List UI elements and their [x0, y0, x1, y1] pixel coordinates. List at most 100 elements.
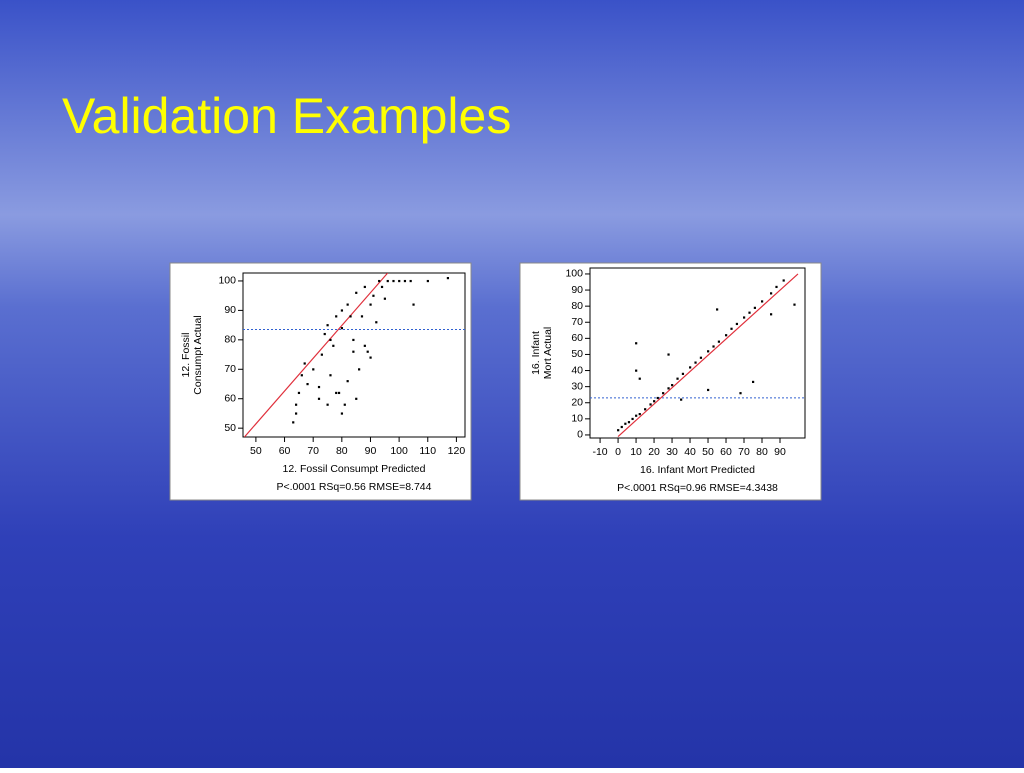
data-point — [769, 313, 773, 316]
data-point — [320, 353, 323, 356]
x-tick-label: 50 — [702, 446, 714, 458]
x-tick-label: 30 — [666, 446, 678, 458]
data-point — [689, 366, 692, 369]
data-point — [346, 380, 349, 383]
x-tick-label: 60 — [720, 446, 732, 458]
data-point — [326, 403, 329, 406]
y-tick-label: 80 — [224, 334, 236, 346]
data-point — [782, 279, 785, 282]
data-point — [752, 380, 755, 384]
x-tick-label: -10 — [592, 446, 607, 458]
data-point — [340, 412, 344, 415]
x-tick-label: 90 — [774, 446, 786, 458]
data-point — [631, 417, 634, 421]
data-point — [409, 279, 412, 283]
data-point — [412, 303, 415, 306]
y-axis-label: 16. Infant — [530, 331, 542, 375]
data-point — [326, 324, 329, 327]
data-point — [398, 279, 401, 283]
data-point — [297, 391, 301, 395]
data-point — [375, 321, 378, 324]
data-point — [352, 350, 355, 353]
data-point — [340, 309, 344, 312]
x-tick-label: 40 — [684, 446, 696, 458]
data-point — [707, 350, 710, 353]
data-point — [735, 322, 739, 326]
data-point — [335, 391, 338, 395]
data-point — [707, 388, 710, 392]
data-point — [363, 285, 366, 289]
data-point — [793, 303, 796, 306]
plot-frame — [589, 267, 806, 439]
data-point — [699, 356, 703, 359]
x-tick-label: 60 — [279, 445, 291, 457]
data-point — [335, 315, 338, 318]
x-tick-label: 70 — [307, 445, 319, 457]
fit-statistics: P<.0001 RSq=0.96 RMSE=4.3438 — [617, 482, 778, 494]
y-tick-label: 90 — [571, 284, 583, 296]
data-point — [638, 413, 641, 416]
data-point — [426, 279, 429, 283]
data-point — [753, 306, 757, 309]
data-point — [676, 377, 679, 380]
data-point — [739, 392, 742, 395]
data-point — [306, 383, 309, 386]
data-point — [346, 303, 349, 306]
y-tick-label: 100 — [218, 275, 236, 287]
data-point — [725, 334, 728, 337]
data-point — [343, 403, 346, 406]
x-tick-label: 10 — [630, 446, 642, 458]
data-point — [761, 300, 764, 303]
y-axis-label: Consumpt Actual — [192, 315, 204, 394]
data-point — [340, 327, 344, 330]
data-point — [337, 391, 341, 395]
data-point — [403, 279, 407, 283]
data-point — [380, 285, 384, 289]
data-point — [294, 412, 298, 415]
data-point — [617, 429, 620, 432]
fit-statistics: P<.0001 RSq=0.56 RMSE=8.744 — [277, 481, 432, 493]
data-point — [681, 372, 685, 375]
data-point — [329, 338, 332, 342]
data-point — [366, 350, 369, 353]
x-axis-label: 16. Infant Mort Predicted — [640, 464, 755, 476]
data-point — [748, 311, 751, 314]
x-tick-label: 0 — [615, 446, 621, 458]
y-tick-label: 30 — [571, 380, 583, 392]
data-point — [355, 291, 358, 294]
data-point — [372, 294, 375, 297]
y-tick-label: 100 — [565, 268, 583, 280]
data-point — [769, 292, 773, 295]
data-point — [386, 279, 389, 283]
data-point — [743, 316, 746, 319]
fit-line — [243, 273, 389, 437]
data-point — [300, 374, 303, 377]
y-tick-label: 90 — [224, 304, 236, 316]
data-point — [294, 403, 298, 406]
x-tick-label: 90 — [365, 445, 377, 457]
data-point — [712, 345, 715, 348]
data-point — [392, 279, 395, 283]
data-point — [717, 340, 721, 343]
data-point — [292, 421, 295, 424]
data-point — [667, 387, 670, 390]
y-axis-label: 12. Fossil — [180, 333, 192, 378]
x-tick-label: 80 — [336, 445, 348, 457]
data-point — [369, 303, 372, 306]
data-point — [656, 396, 659, 400]
data-point — [680, 398, 683, 401]
y-tick-label: 40 — [571, 364, 583, 376]
data-point — [775, 285, 778, 289]
x-tick-label: 100 — [390, 445, 408, 457]
data-point — [644, 408, 647, 411]
data-point — [624, 422, 627, 425]
data-point — [383, 297, 386, 300]
data-point — [323, 332, 326, 336]
data-point — [649, 403, 652, 406]
data-point — [360, 315, 364, 318]
y-tick-label: 60 — [224, 393, 236, 405]
x-tick-label: 80 — [756, 446, 768, 458]
data-point — [312, 368, 315, 371]
fit-line — [617, 273, 799, 437]
data-point — [355, 397, 358, 400]
